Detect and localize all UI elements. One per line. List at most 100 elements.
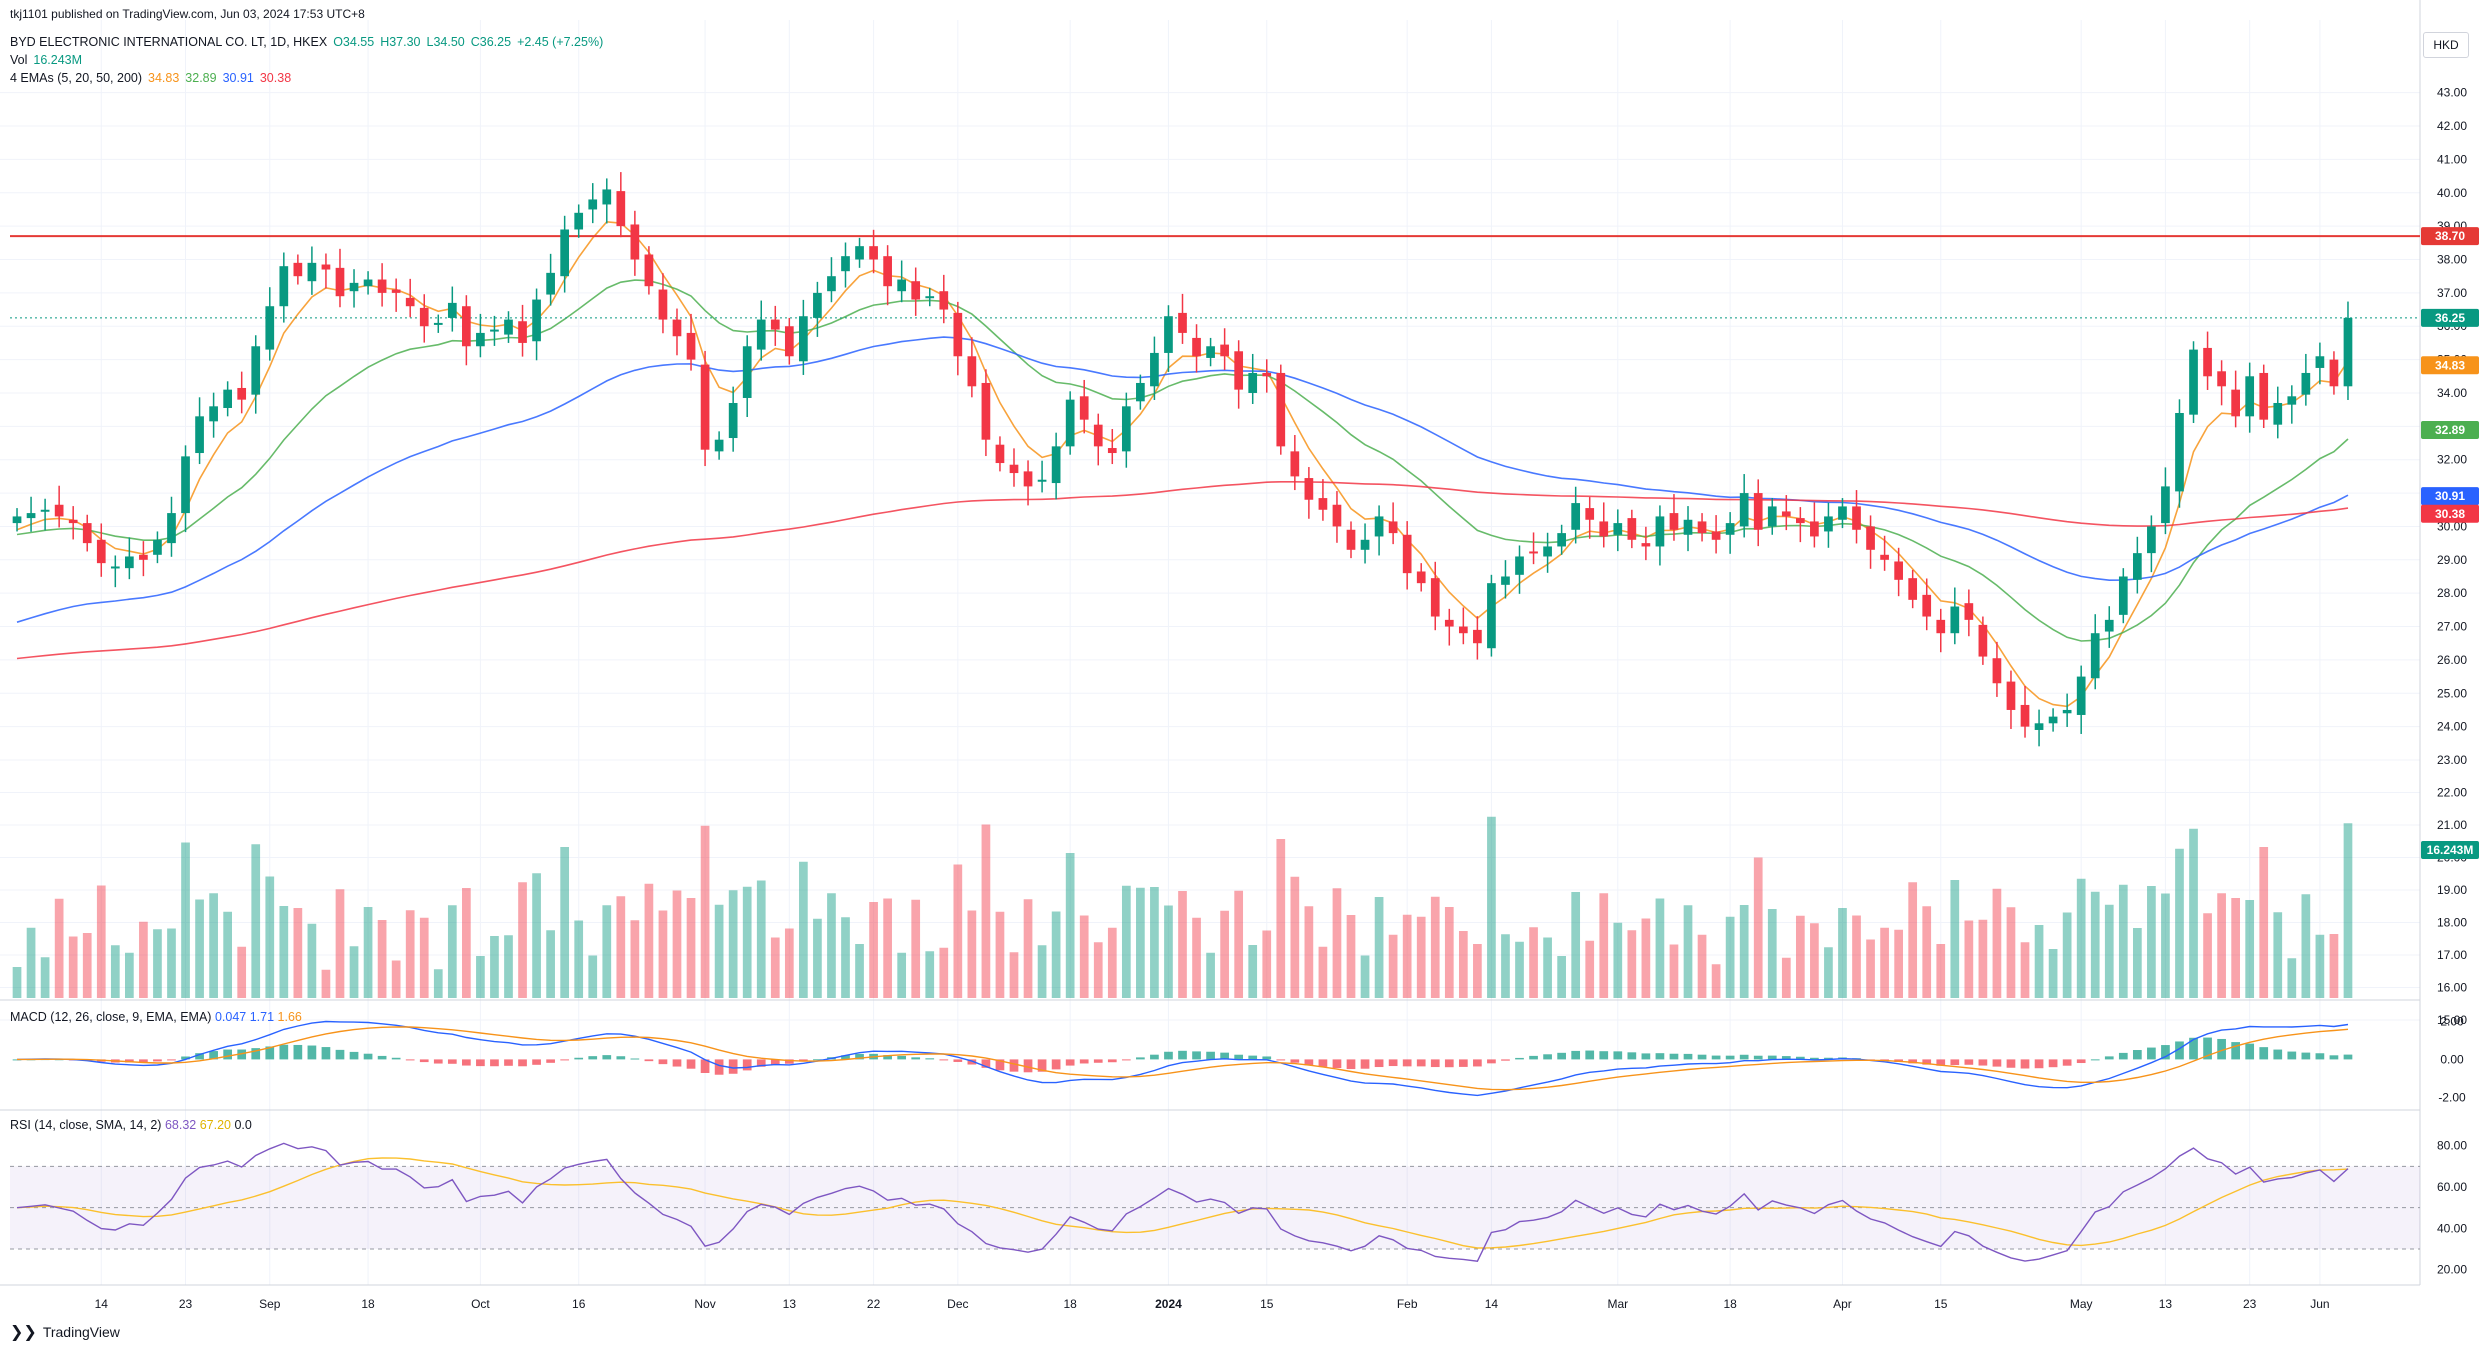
macd-hist-bar xyxy=(756,1059,766,1067)
volume-bar xyxy=(504,935,513,998)
resistance-tag-bg xyxy=(2421,227,2479,246)
macd-hist-bar xyxy=(1936,1059,1946,1066)
candle-body xyxy=(1753,493,1763,530)
macd-hist-bar xyxy=(1599,1051,1609,1060)
candle-body xyxy=(110,566,120,569)
candle-body xyxy=(1136,382,1145,402)
candle-body xyxy=(588,199,598,210)
candle-body xyxy=(742,346,752,398)
candle-body xyxy=(1444,619,1454,627)
ema-lines xyxy=(10,220,2420,708)
candle-body xyxy=(377,279,387,293)
macd-hist-bar xyxy=(349,1051,359,1060)
volume-bar xyxy=(2132,928,2142,998)
macd-hist-bar xyxy=(279,1044,289,1060)
volume-bar xyxy=(1880,927,1889,998)
volume-bar xyxy=(1430,896,1440,998)
volume-bar xyxy=(1009,952,1019,998)
ema50-value: 30.91 xyxy=(222,71,254,85)
macd-hist-bar xyxy=(1529,1055,1538,1060)
candle-body xyxy=(1613,523,1623,535)
candle-body xyxy=(349,282,359,292)
volume-bar xyxy=(953,864,963,998)
candle-body xyxy=(293,262,303,277)
macd-hist-bar xyxy=(855,1053,864,1060)
ema-line-200 xyxy=(16,481,2349,660)
volume-bar xyxy=(2147,886,2156,998)
volume-bar xyxy=(1473,944,1482,998)
price-tick-label: 17.00 xyxy=(2437,948,2467,962)
candle-body xyxy=(2259,372,2269,420)
volume-bar xyxy=(153,929,162,998)
candle-body xyxy=(279,266,289,307)
currency-button[interactable]: HKD xyxy=(2423,32,2469,58)
price-tick-label: 18.00 xyxy=(2437,916,2467,930)
volume-bar xyxy=(1978,919,1988,998)
candle-body xyxy=(251,346,261,395)
volume-bars xyxy=(12,816,2353,998)
candle-body xyxy=(1093,424,1103,447)
macd-hist-bar xyxy=(560,1059,570,1061)
candle-body xyxy=(2315,356,2325,368)
volume-bar xyxy=(1304,906,1314,998)
candle-body xyxy=(1529,551,1538,554)
volume-bar xyxy=(1725,916,1735,998)
volume-bar xyxy=(518,882,527,998)
candle-body xyxy=(602,189,612,205)
macd-hist-bar xyxy=(2301,1052,2311,1060)
macd-hist-bar xyxy=(237,1049,247,1060)
macd-hist-bar xyxy=(490,1059,499,1067)
macd-hist-bar xyxy=(2118,1052,2128,1060)
volume-bar xyxy=(462,888,471,998)
volume-bar xyxy=(658,910,668,998)
volume-bar xyxy=(616,896,626,998)
resistance-tag: 38.70 xyxy=(2435,229,2465,243)
rsi-ma-line xyxy=(16,1157,2349,1249)
macd-legend: MACD (12, 26, close, 9, EMA, EMA) 0.047 … xyxy=(10,1010,302,1024)
volume-label: Vol xyxy=(10,53,28,67)
volume-bar xyxy=(2245,900,2255,998)
ema-line-50 xyxy=(16,336,2349,623)
tradingview-logo[interactable]: ❯❯ TradingView xyxy=(10,1322,120,1342)
publish-info: tkj1101 published on TradingView.com, Ju… xyxy=(10,7,365,21)
x-tick-label: 13 xyxy=(783,1297,797,1311)
macd-hist-bar xyxy=(2104,1056,2114,1060)
candle-body xyxy=(1599,521,1609,537)
candle-body xyxy=(2287,396,2297,405)
volume-bar xyxy=(96,885,106,998)
volume-bar xyxy=(1192,917,1201,998)
volume-bar xyxy=(1936,944,1946,998)
x-tick-label: 2024 xyxy=(1155,1297,1182,1311)
macd-hist-bar xyxy=(1585,1050,1595,1060)
candle-body xyxy=(1781,511,1791,517)
candle-body xyxy=(139,554,148,560)
rsi-legend: RSI (14, close, SMA, 14, 2) 68.32 67.20 … xyxy=(10,1118,252,1132)
volume-bar xyxy=(2315,934,2325,998)
macd-hist-bar xyxy=(335,1049,345,1060)
macd-hist-bar xyxy=(1543,1054,1552,1060)
volume-bar xyxy=(1697,934,1707,998)
candle-body xyxy=(1150,352,1159,387)
volume-bar xyxy=(1458,931,1468,998)
macd-hist-bar xyxy=(209,1051,218,1060)
ema-tag: 32.89 xyxy=(2435,423,2465,437)
macd-hist-bar xyxy=(1164,1051,1173,1060)
macd-hist-bar xyxy=(1824,1057,1833,1060)
candle-body xyxy=(1838,506,1847,520)
price-tags: 38.70 36.25 34.83 32.89 30.91 30.38 16.243M xyxy=(2421,227,2479,859)
volume-bar xyxy=(68,936,78,998)
volume-bar xyxy=(939,947,949,998)
macd-hist-bar xyxy=(1121,1059,1131,1061)
x-tick-label: Sep xyxy=(259,1297,281,1311)
volume-bar xyxy=(1037,945,1047,998)
volume-bar xyxy=(293,908,303,998)
volume-bar xyxy=(784,928,794,998)
macd-hist-bar xyxy=(1248,1055,1258,1060)
volume-bar xyxy=(1795,915,1805,998)
symbol-name: BYD ELECTRONIC INTERNATIONAL CO. LT, 1D,… xyxy=(10,35,328,49)
candle-body xyxy=(1416,571,1426,584)
macd-hist-bar xyxy=(2273,1049,2283,1060)
volume-bar xyxy=(139,921,148,998)
candle-body xyxy=(1683,519,1693,535)
